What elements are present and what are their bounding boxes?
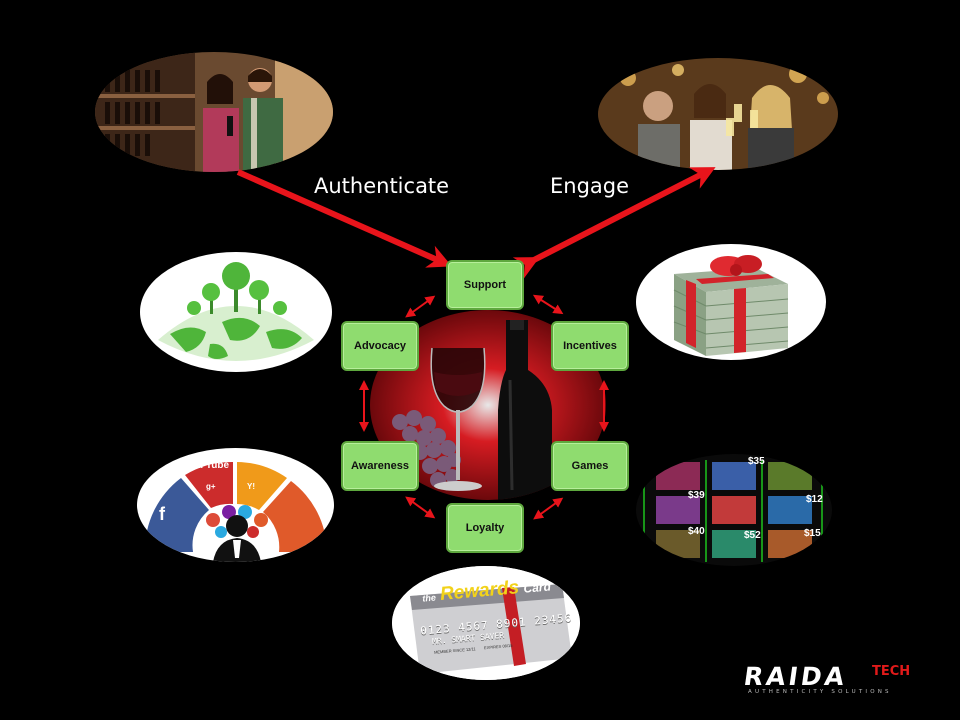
- engage-label: Engage: [550, 174, 630, 198]
- raidatech-logo: RAIDA TECH AUTHENTICITY SOLUTIONS: [741, 662, 930, 698]
- game-price-3: $12: [806, 494, 823, 505]
- card-prefix: the: [421, 592, 437, 604]
- games-node[interactable]: Games: [551, 441, 629, 491]
- wine-shop-photo: [95, 52, 333, 172]
- green-world-photo: [140, 252, 332, 372]
- support-node[interactable]: Support: [446, 260, 524, 310]
- youtube-badge: You Tube: [185, 460, 230, 471]
- logo-tagline: AUTHENTICITY SOLUTIONS: [748, 689, 892, 695]
- game-price-2: $35: [748, 456, 765, 467]
- card-suffix: Card: [522, 579, 552, 596]
- authenticate-label: Authenticate: [314, 174, 450, 198]
- facebook-badge: f: [159, 504, 165, 524]
- cycle-arrow-advocacy-support: [405, 295, 436, 318]
- game-price-1: $39: [688, 490, 705, 501]
- social-media-photo: You Tube f g+ Y!: [137, 448, 334, 562]
- incentives-node[interactable]: Incentives: [551, 321, 629, 371]
- cycle-arrow-awareness-loyalty: [405, 496, 436, 519]
- logo-main-text: RAIDA: [741, 662, 850, 691]
- logo-tech-text: TECH: [872, 664, 911, 679]
- cycle-arrow-support-incentives: [532, 294, 564, 315]
- money-gift-photo: [636, 244, 826, 360]
- game-price-6: $15: [804, 528, 821, 539]
- rewards-card-photo: the Rewards Card 0123 4567 8901 23456 MR…: [392, 566, 580, 680]
- advocacy-node[interactable]: Advocacy: [341, 321, 419, 371]
- googleplus-badge: g+: [206, 482, 216, 491]
- celebration-photo: [598, 58, 838, 170]
- games-grid-photo: $39 $35 $12 $40 $52 $15: [636, 454, 832, 566]
- game-price-5: $52: [744, 530, 761, 541]
- loyalty-node[interactable]: Loyalty: [446, 503, 524, 553]
- cycle-arrow-loyalty-games: [533, 497, 564, 520]
- awareness-node[interactable]: Awareness: [341, 441, 419, 491]
- yahoo-badge: Y!: [247, 482, 255, 491]
- game-price-4: $40: [688, 526, 705, 537]
